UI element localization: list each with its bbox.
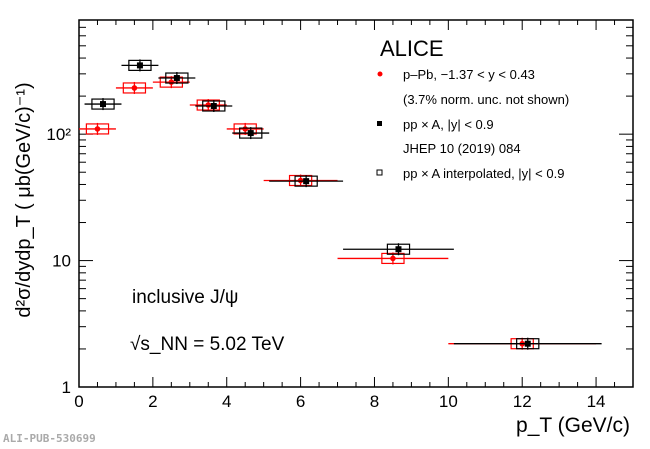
legend-label: JHEP 10 (2019) 084 <box>403 141 521 156</box>
publication-id: ALI-PUB-530699 <box>3 432 96 445</box>
data-point-1 <box>303 178 310 185</box>
systematic-box <box>91 98 115 110</box>
data-point-1 <box>247 130 254 137</box>
systematic-box <box>239 127 263 139</box>
y-tick-label: 10² <box>46 125 71 144</box>
data-point-0 <box>168 79 175 85</box>
x-tick-label: 14 <box>587 392 606 411</box>
legend-marker <box>377 71 383 77</box>
annotation-energy: √s_NN = 5.02 TeV <box>130 334 285 355</box>
x-tick-label: 0 <box>74 392 83 411</box>
x-tick-label: 4 <box>222 392 231 411</box>
x-tick-label: 2 <box>148 392 157 411</box>
legend-label: pp × A interpolated, |y| < 0.9 <box>403 166 564 181</box>
systematic-box <box>202 100 226 112</box>
systematic-box <box>196 99 220 111</box>
y-tick-label: 10 <box>52 252 71 271</box>
plot-frame <box>78 19 634 388</box>
data-point-0 <box>131 85 138 91</box>
legend-marker <box>377 121 382 126</box>
data-point-1 <box>173 75 180 82</box>
systematic-box <box>128 59 152 71</box>
data-point-1 <box>136 62 143 69</box>
data-point-0 <box>242 126 248 132</box>
legend-label: p–Pb, −1.37 < y < 0.43 <box>403 67 535 82</box>
systematic-box <box>122 82 147 94</box>
y-tick-label: 1 <box>62 378 71 397</box>
systematic-box <box>165 72 189 84</box>
legend-label: (3.7% norm. unc. not shown) <box>403 92 569 107</box>
x-tick-label: 8 <box>370 392 379 411</box>
data-point-1 <box>395 246 402 253</box>
legend-label: pp × A, |y| < 0.9 <box>403 117 494 132</box>
chart-title: ALICE <box>380 36 444 61</box>
systematic-box <box>516 338 540 350</box>
x-axis-label: p_T (GeV/c) <box>516 414 630 437</box>
data-point-1 <box>524 340 531 347</box>
data-point-1 <box>100 101 107 108</box>
data-point-0 <box>205 102 212 108</box>
data-point-1 <box>210 103 217 110</box>
data-point-0 <box>390 255 396 262</box>
data-point-0 <box>94 126 101 132</box>
annotation-process: inclusive J/ψ <box>132 287 238 308</box>
x-tick-label: 10 <box>439 392 458 411</box>
systematic-box <box>159 76 184 88</box>
systematic-box <box>85 123 110 135</box>
systematic-box <box>381 252 405 265</box>
legend-marker <box>376 169 383 176</box>
x-tick-label: 12 <box>513 392 532 411</box>
systematic-box <box>294 175 318 187</box>
x-tick-label: 6 <box>296 392 305 411</box>
systematic-box <box>386 243 411 255</box>
y-axis-label: d²σ/dydp_T ( μb(GeV/c)⁻¹) <box>13 82 35 317</box>
systematic-box <box>233 123 257 135</box>
